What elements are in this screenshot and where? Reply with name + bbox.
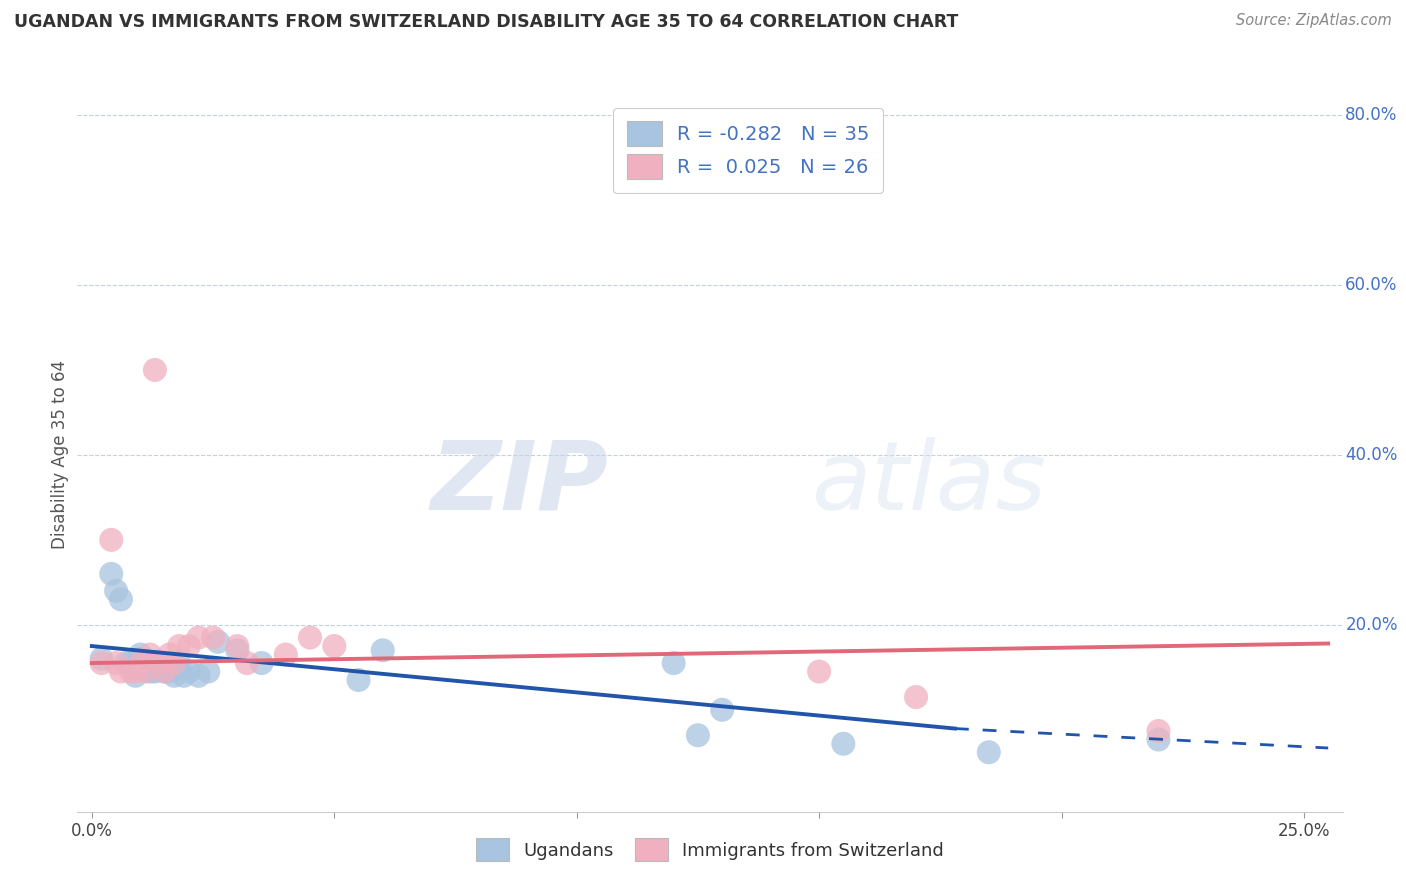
- Point: [129, 656, 152, 670]
- Point: [197, 665, 219, 679]
- Point: [120, 665, 142, 679]
- Point: [250, 656, 273, 670]
- Point: [1147, 724, 1170, 739]
- Point: [187, 669, 209, 683]
- Point: [129, 652, 152, 666]
- Point: [207, 635, 229, 649]
- Point: [202, 631, 225, 645]
- Text: atlas: atlas: [811, 437, 1046, 530]
- Point: [187, 631, 209, 645]
- Text: 60.0%: 60.0%: [1346, 276, 1398, 294]
- Point: [177, 639, 200, 653]
- Text: Source: ZipAtlas.com: Source: ZipAtlas.com: [1236, 13, 1392, 29]
- Point: [139, 660, 162, 674]
- Point: [124, 669, 146, 683]
- Point: [299, 631, 322, 645]
- Point: [105, 583, 128, 598]
- Point: [274, 648, 297, 662]
- Point: [143, 363, 166, 377]
- Point: [323, 639, 346, 653]
- Point: [662, 656, 685, 670]
- Point: [226, 643, 249, 657]
- Point: [90, 656, 112, 670]
- Point: [977, 745, 1000, 759]
- Point: [905, 690, 928, 704]
- Point: [173, 669, 195, 683]
- Text: ZIP: ZIP: [430, 437, 609, 530]
- Point: [134, 656, 156, 670]
- Point: [139, 665, 162, 679]
- Point: [124, 665, 146, 679]
- Point: [686, 728, 709, 742]
- Point: [139, 648, 162, 662]
- Point: [236, 656, 259, 670]
- Text: 80.0%: 80.0%: [1346, 106, 1398, 124]
- Point: [167, 639, 190, 653]
- Point: [177, 665, 200, 679]
- Text: 20.0%: 20.0%: [1346, 615, 1398, 634]
- Point: [110, 665, 132, 679]
- Point: [347, 673, 370, 687]
- Point: [143, 665, 166, 679]
- Point: [832, 737, 855, 751]
- Point: [143, 656, 166, 670]
- Text: 40.0%: 40.0%: [1346, 446, 1398, 464]
- Point: [110, 592, 132, 607]
- Text: UGANDAN VS IMMIGRANTS FROM SWITZERLAND DISABILITY AGE 35 TO 64 CORRELATION CHART: UGANDAN VS IMMIGRANTS FROM SWITZERLAND D…: [14, 13, 959, 31]
- Point: [159, 648, 181, 662]
- Y-axis label: Disability Age 35 to 64: Disability Age 35 to 64: [51, 360, 69, 549]
- Point: [163, 656, 186, 670]
- Legend: Ugandans, Immigrants from Switzerland: Ugandans, Immigrants from Switzerland: [464, 826, 956, 874]
- Point: [226, 639, 249, 653]
- Point: [134, 665, 156, 679]
- Point: [100, 533, 122, 547]
- Point: [711, 703, 734, 717]
- Point: [167, 656, 190, 670]
- Point: [114, 656, 136, 670]
- Point: [100, 566, 122, 581]
- Point: [129, 648, 152, 662]
- Point: [149, 656, 172, 670]
- Point: [371, 643, 394, 657]
- Point: [153, 665, 176, 679]
- Point: [120, 656, 142, 670]
- Point: [105, 656, 128, 670]
- Point: [149, 656, 172, 670]
- Point: [124, 660, 146, 674]
- Point: [153, 665, 176, 679]
- Point: [90, 652, 112, 666]
- Point: [808, 665, 831, 679]
- Point: [159, 665, 181, 679]
- Point: [1147, 732, 1170, 747]
- Point: [163, 669, 186, 683]
